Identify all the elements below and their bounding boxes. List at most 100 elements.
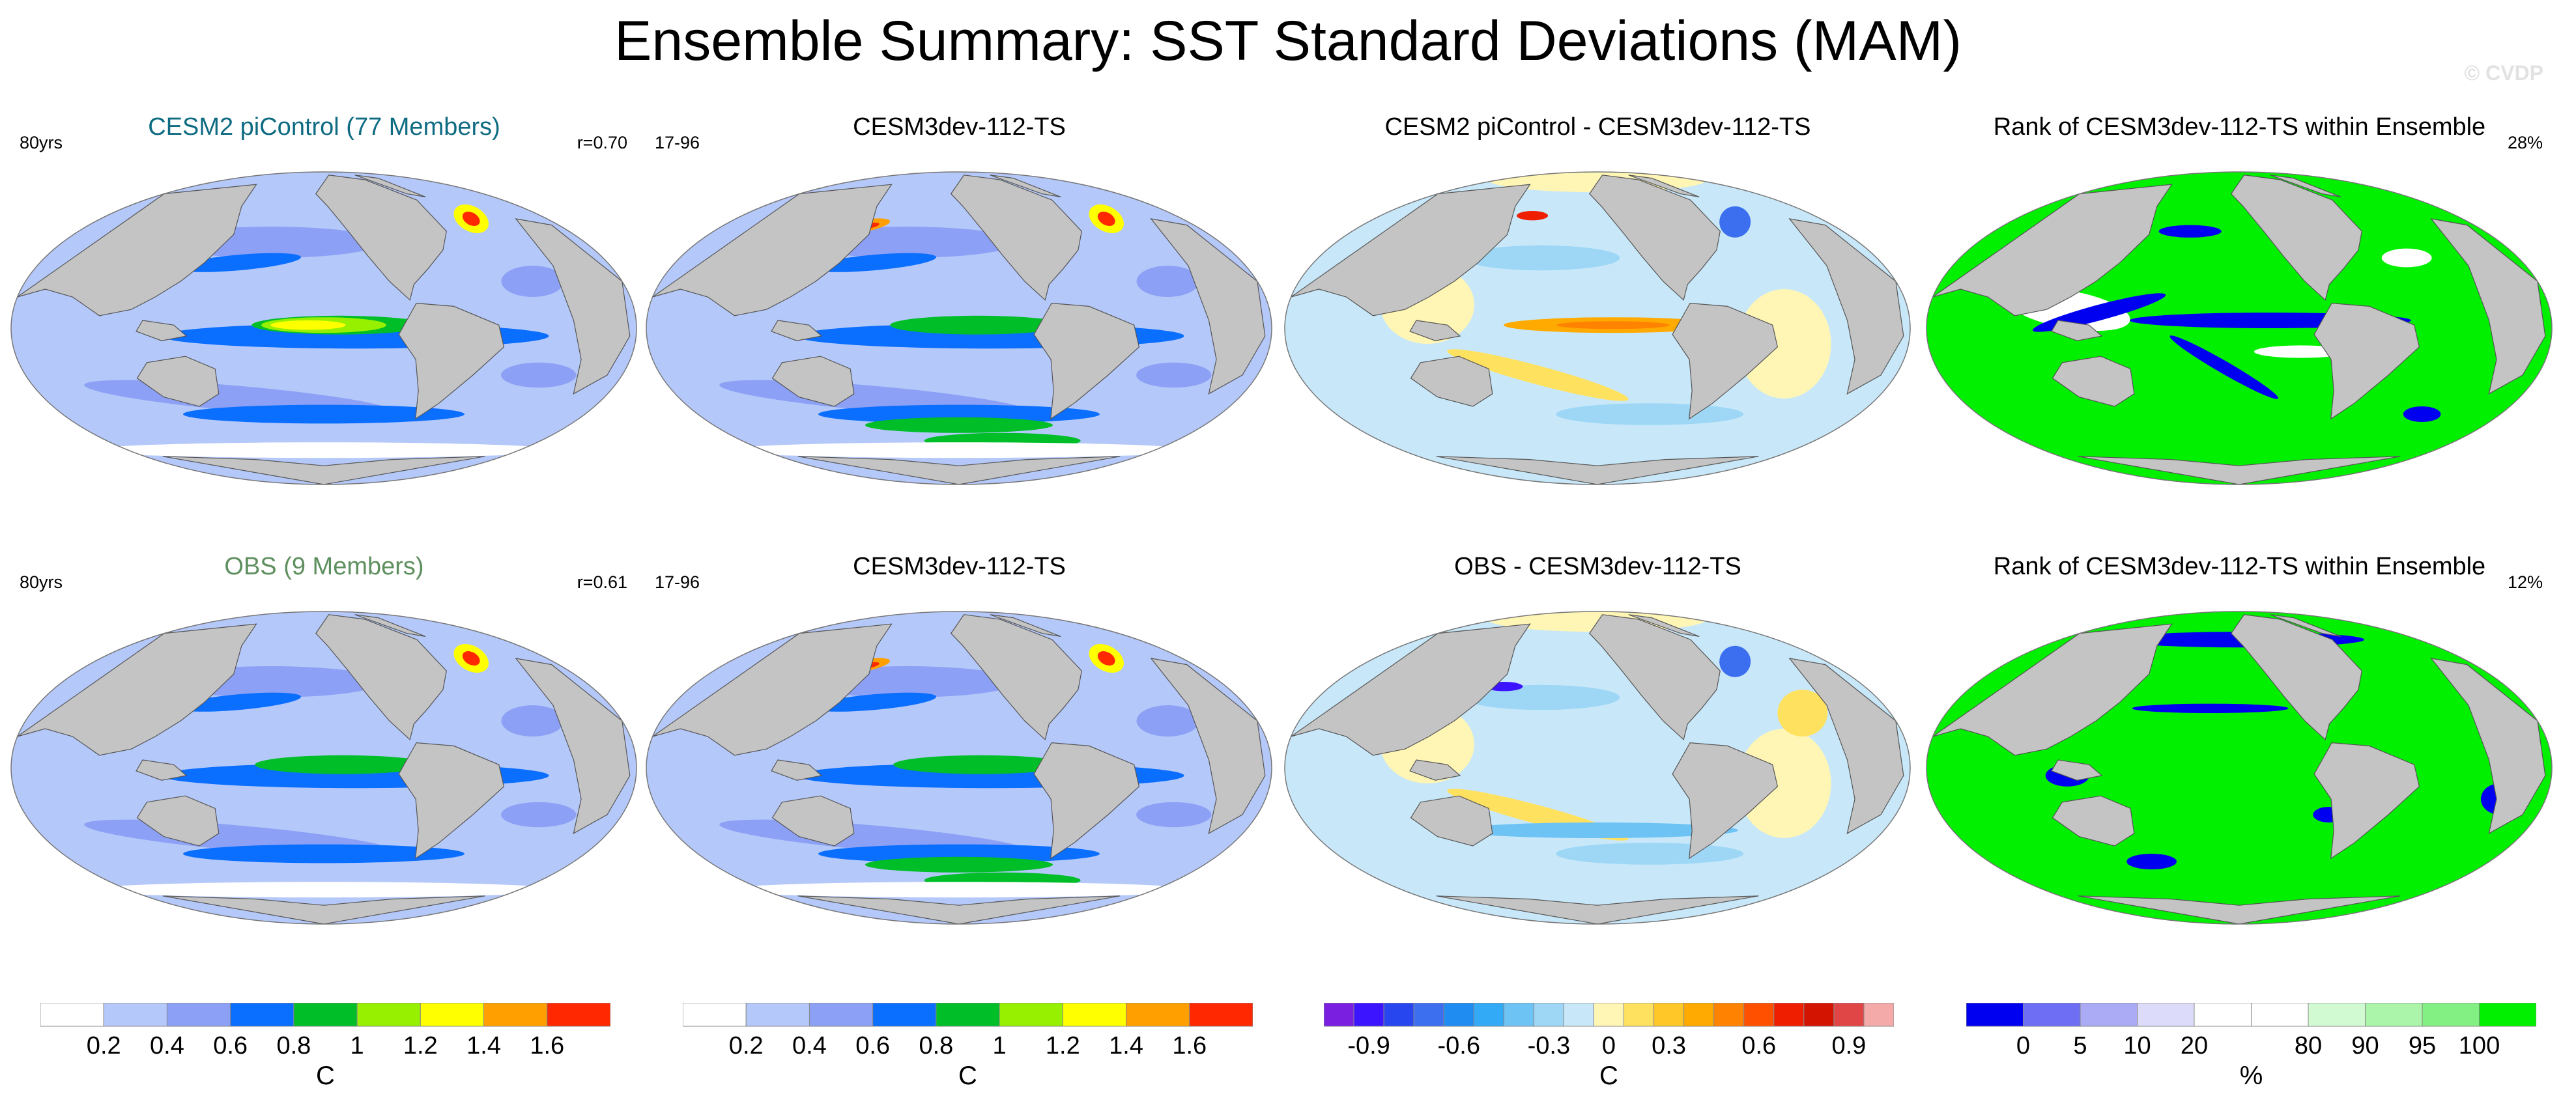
land-mass xyxy=(136,356,220,407)
land-mass xyxy=(771,356,855,407)
colorbar-tick-label: 0.4 xyxy=(792,1032,827,1060)
robinson-map xyxy=(10,171,637,485)
figure-title: Ensemble Summary: SST Standard Deviation… xyxy=(614,10,1962,72)
field-anomaly-patch xyxy=(1556,321,1670,330)
map-border xyxy=(1284,611,1911,925)
colorbar-unit: % xyxy=(2239,1061,2263,1090)
colorbar-tick-label: 0.6 xyxy=(1741,1032,1777,1060)
colorbar-swatch xyxy=(2479,1003,2536,1027)
field-anomaly-patch xyxy=(2126,854,2177,869)
colorbar-tick-label: -0.6 xyxy=(1437,1032,1480,1060)
colorbar-swatch xyxy=(547,1003,610,1027)
land-mass xyxy=(1436,895,1759,924)
colorbar-unit: C xyxy=(1599,1061,1618,1090)
land-mass xyxy=(315,614,447,740)
land-mass xyxy=(1588,175,1721,301)
field-anomaly-patch xyxy=(890,315,1066,335)
sea-ice-band xyxy=(724,882,1194,898)
land-mass xyxy=(771,320,823,341)
robinson-map xyxy=(646,611,1272,925)
colorbar-swatch xyxy=(936,1003,1000,1027)
colorbar-tick-label: 1.4 xyxy=(1109,1032,1143,1060)
field-anomaly-patch xyxy=(1447,349,1629,401)
land-mass xyxy=(771,795,855,847)
field-anomaly-patch xyxy=(1556,843,1744,865)
field-anomaly-patch xyxy=(270,320,346,330)
land-mass xyxy=(136,320,188,341)
map-panel-p4: Rank of CESM3dev-112-TS within Ensemble 2… xyxy=(1922,113,2557,543)
field-anomaly-patch xyxy=(1737,729,1831,838)
field-anomaly-patch xyxy=(1463,245,1620,271)
land-mass xyxy=(950,614,1082,740)
field-anomaly-patch xyxy=(501,362,577,388)
colorbar-swatch xyxy=(1803,1003,1835,1027)
colorbar-tick-label: 0.6 xyxy=(855,1032,891,1060)
map-border xyxy=(646,171,1272,485)
cvdp-watermark: © CVDP xyxy=(2464,61,2543,85)
sea-ice-band xyxy=(89,442,558,458)
field-anomaly-patch xyxy=(176,253,301,272)
land-mass xyxy=(2430,658,2546,834)
panel-right-label: r=0.70 xyxy=(577,133,627,152)
colorbar-tick-label: 95 xyxy=(2408,1032,2437,1060)
map-panel-p3: CESM2 piControl - CESM3dev-112-TS xyxy=(1280,113,1915,543)
land-mass xyxy=(1628,175,1700,197)
colorbar-swatch xyxy=(2422,1003,2480,1027)
land-mass xyxy=(2230,614,2362,740)
colorbar-swatch xyxy=(356,1003,421,1027)
colorbar-swatch xyxy=(2308,1003,2366,1027)
colorbar-tick-label: 5 xyxy=(2073,1032,2087,1060)
map-panel-p8: Rank of CESM3dev-112-TS within Ensemble 1… xyxy=(1922,553,2557,983)
field-anomaly-patch xyxy=(818,404,1100,424)
land-mass xyxy=(990,175,1061,197)
land-mass xyxy=(652,184,893,316)
field-anomaly-patch xyxy=(1556,403,1744,425)
colorbar-tick-label: 100 xyxy=(2458,1032,2500,1060)
colorbar-swatch xyxy=(1966,1003,2024,1027)
colorbar-swatch xyxy=(809,1003,874,1027)
colorbar-tick-label: 0.6 xyxy=(213,1032,248,1060)
land-mass xyxy=(1932,623,2173,756)
colorbar-swatch xyxy=(1563,1003,1594,1027)
map-border xyxy=(10,611,637,925)
panel-left-label: 17-96 xyxy=(655,133,700,152)
field-anomaly-patch xyxy=(1719,645,1751,677)
field-anomaly-patch xyxy=(2158,225,2222,238)
field-anomaly-patch xyxy=(811,253,936,272)
robinson-map xyxy=(1926,611,2553,925)
map-border xyxy=(1284,171,1911,485)
land-mass xyxy=(398,742,505,860)
field-anomaly-patch xyxy=(462,651,480,666)
sea-ice-band xyxy=(724,442,1194,458)
map-field xyxy=(1926,611,2552,924)
land-mass xyxy=(1409,759,1461,781)
land-mass xyxy=(2230,175,2362,301)
field-anomaly-patch xyxy=(865,417,1053,433)
land-mass xyxy=(2430,218,2546,395)
map-field xyxy=(11,172,637,484)
land-mass xyxy=(2051,759,2103,781)
colorbar-swatch xyxy=(103,1003,167,1027)
colorbar-tick-label: -0.9 xyxy=(1347,1032,1390,1060)
colorbar-swatch xyxy=(1713,1003,1745,1027)
colorbar-swatch xyxy=(2080,1003,2138,1027)
field-anomaly-patch xyxy=(1136,362,1212,388)
colorbar-unit: C xyxy=(316,1061,335,1090)
panel-left-label: 80yrs xyxy=(20,133,63,152)
sea-ice-band xyxy=(89,882,558,898)
field-anomaly-patch xyxy=(865,856,1053,873)
land-mass xyxy=(1672,302,1779,420)
colorbar-tick-label: -0.3 xyxy=(1527,1032,1571,1060)
land-mass xyxy=(17,184,257,316)
land-mass xyxy=(1150,658,1266,834)
field-anomaly-patch xyxy=(501,266,564,297)
map-field xyxy=(11,611,637,924)
land-mass xyxy=(136,759,188,781)
panel-title: CESM2 piControl (77 Members) xyxy=(148,113,500,141)
field-anomaly-patch xyxy=(1777,690,1828,737)
colorbar-tick-label: 0.8 xyxy=(919,1032,954,1060)
land-mass xyxy=(315,175,447,301)
field-anomaly-patch xyxy=(1136,266,1199,297)
land-mass xyxy=(354,614,426,637)
land-mass xyxy=(1291,184,1531,316)
